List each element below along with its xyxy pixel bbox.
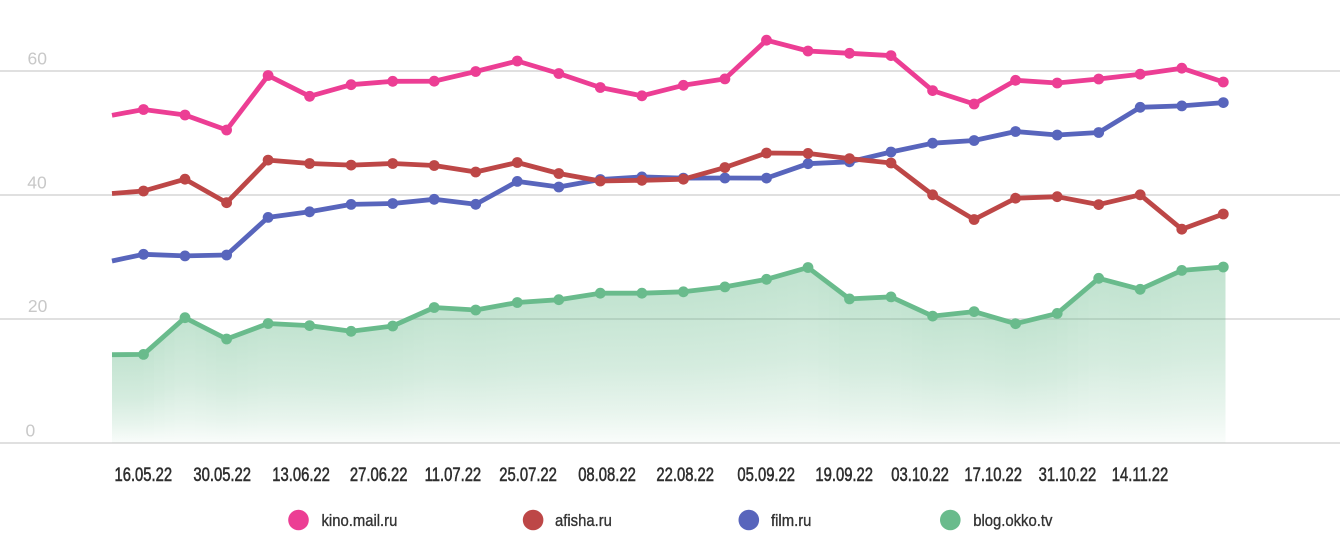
svg-text:afisha.ru: afisha.ru bbox=[555, 512, 612, 530]
svg-text:08.08.22: 08.08.22 bbox=[578, 464, 636, 485]
svg-text:blog.okko.tv: blog.okko.tv bbox=[973, 512, 1052, 530]
svg-text:11.07.22: 11.07.22 bbox=[425, 464, 482, 485]
svg-text:0: 0 bbox=[26, 421, 36, 441]
svg-text:16.05.22: 16.05.22 bbox=[114, 464, 172, 485]
svg-text:05.09.22: 05.09.22 bbox=[737, 464, 795, 485]
svg-text:20: 20 bbox=[28, 296, 48, 316]
svg-text:60: 60 bbox=[28, 49, 48, 69]
svg-text:kino.mail.ru: kino.mail.ru bbox=[322, 512, 398, 530]
svg-text:17.10.22: 17.10.22 bbox=[964, 464, 1022, 485]
svg-text:30.05.22: 30.05.22 bbox=[193, 464, 251, 485]
svg-text:13.06.22: 13.06.22 bbox=[272, 464, 330, 485]
svg-text:40: 40 bbox=[27, 172, 47, 192]
svg-text:film.ru: film.ru bbox=[771, 512, 811, 530]
svg-text:31.10.22: 31.10.22 bbox=[1039, 464, 1097, 485]
svg-text:25.07.22: 25.07.22 bbox=[499, 464, 557, 485]
svg-text:22.08.22: 22.08.22 bbox=[656, 464, 714, 485]
svg-text:19.09.22: 19.09.22 bbox=[815, 464, 873, 485]
svg-text:14.11.22: 14.11.22 bbox=[1112, 464, 1169, 485]
svg-text:27.06.22: 27.06.22 bbox=[350, 464, 408, 485]
svg-text:03.10.22: 03.10.22 bbox=[891, 464, 949, 485]
